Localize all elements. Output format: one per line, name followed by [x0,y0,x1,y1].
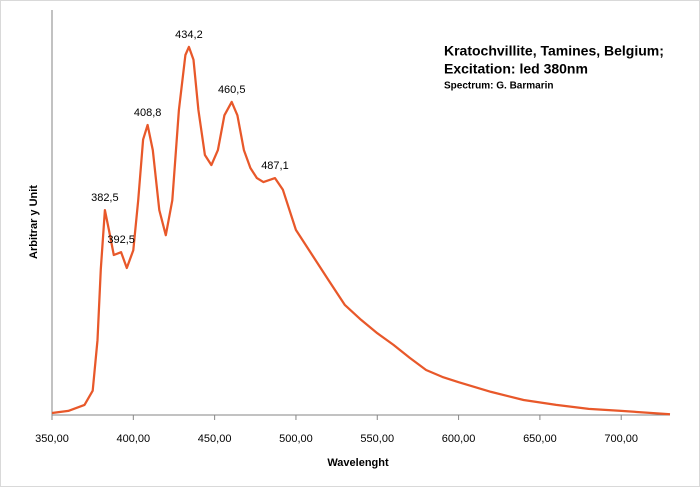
peak-label: 487,1 [261,160,289,172]
x-tick-label: 650,00 [523,433,557,445]
chart-title: Kratochvillite, Tamines, Belgium; [444,43,664,59]
x-tick-label: 400,00 [116,433,150,445]
chart-title: Excitation: led 380nm [444,61,588,77]
x-tick-label: 600,00 [442,433,476,445]
x-axis-label: Wavelenght [327,457,389,469]
x-tick-label: 700,00 [604,433,638,445]
peak-label: 408,8 [134,107,162,119]
peak-label: 392,5 [107,234,135,246]
peak-label: 382,5 [91,192,119,204]
chart-subtitle: Spectrum: G. Barmarin [444,81,553,92]
x-tick-label: 550,00 [360,433,394,445]
peak-label: 434,2 [175,29,203,41]
peak-label: 460,5 [218,84,246,96]
y-axis-label: Arbitrar y Unit [28,185,40,259]
x-tick-label: 350,00 [35,433,69,445]
x-tick-label: 500,00 [279,433,313,445]
spectrum-line [51,45,671,416]
x-tick-label: 450,00 [198,433,232,445]
